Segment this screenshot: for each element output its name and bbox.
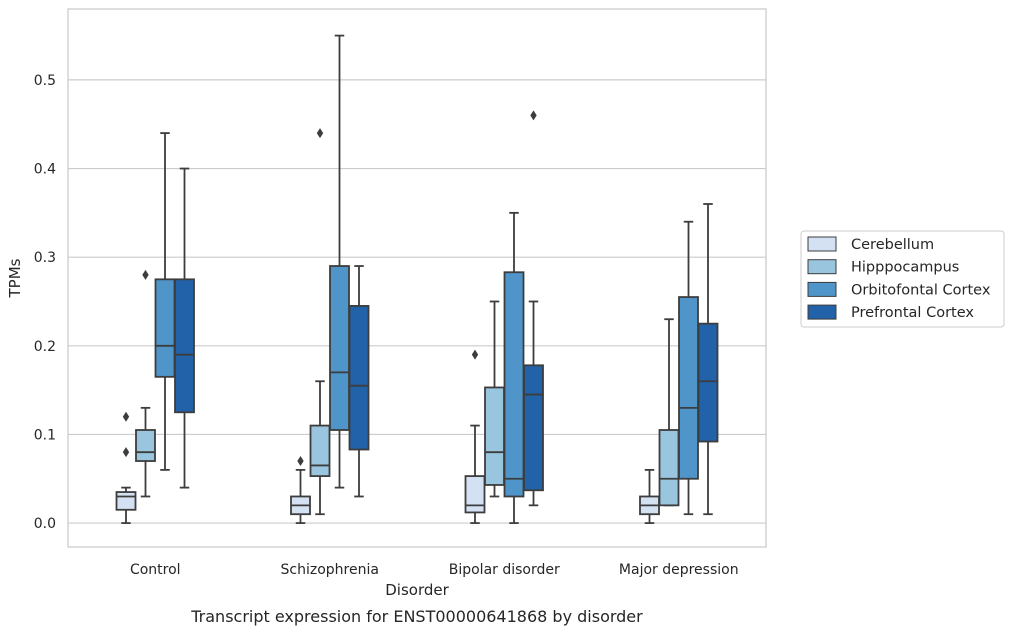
outlier-point-0: [122, 447, 130, 458]
outlier-point-0: [530, 110, 537, 121]
x-tick-schizophrenia: Schizophrenia: [281, 562, 379, 578]
box-body: [309, 424, 331, 477]
box-prefrontal-cortex-3: [697, 203, 719, 516]
legend-label: Orbitofontal Cortex: [851, 282, 991, 298]
box-prefrontal-cortex-1: [348, 265, 370, 498]
box-groups: [115, 34, 719, 524]
outlier-point-0: [471, 349, 479, 360]
legend-item-prefrontal-cortex: Prefrontal Cortex: [807, 304, 974, 321]
legend-label: Hipppocampus: [851, 260, 959, 276]
box-orbitofontal-cortex-0: [154, 132, 176, 471]
box-hipppocampus-1: [309, 128, 331, 516]
legend-swatch: [807, 281, 837, 297]
legend: Cerebellum Hipppocampus Orbitofontal Corte…: [800, 230, 1005, 328]
x-tick-labels: Control Schizophrenia Bipolar disorder Majo…: [130, 562, 739, 578]
series-cerebellum: [115, 349, 660, 524]
y-tick-0.2: 0.2: [34, 339, 56, 355]
x-axis-label: Disorder: [385, 581, 449, 599]
legend-swatch: [807, 236, 837, 252]
y-tick-0.3: 0.3: [34, 250, 56, 266]
outlier-point-0: [316, 128, 324, 139]
legend-item-cerebellum: Cerebellum: [807, 236, 934, 253]
outlier-point-0: [297, 456, 304, 467]
legend-swatch: [807, 304, 837, 320]
box-hipppocampus-3: [658, 318, 680, 507]
y-tick-0.5: 0.5: [34, 73, 56, 89]
y-tick-0.0: 0.0: [34, 516, 56, 532]
legend-frame: [800, 230, 1005, 328]
y-tick-0.4: 0.4: [34, 162, 56, 178]
box-body: [484, 386, 505, 486]
outlier-point-0: [142, 269, 149, 280]
box-body: [503, 271, 525, 498]
outlier-point-1: [122, 411, 130, 422]
box-body: [329, 265, 350, 431]
x-tick-control: Control: [130, 562, 181, 578]
box-body: [348, 305, 370, 451]
box-cerebellum-1: [290, 456, 311, 524]
box-body: [135, 429, 156, 462]
box-hipppocampus-2: [484, 300, 505, 498]
box-body: [154, 278, 176, 378]
series-prefrontal-cortex: [174, 110, 719, 516]
x-tick-bipolar-disorder: Bipolar disorder: [449, 562, 560, 578]
box-body: [174, 278, 195, 414]
box-prefrontal-cortex-2: [523, 110, 544, 507]
series-hipppocampus: [135, 128, 680, 516]
box-body: [115, 491, 137, 511]
box-hipppocampus-0: [135, 269, 156, 498]
box-cerebellum-2: [464, 349, 486, 524]
legend-item-orbitofontal-cortex: Orbitofontal Cortex: [807, 281, 991, 298]
box-body: [523, 364, 544, 492]
box-prefrontal-cortex-0: [174, 167, 195, 489]
y-tick-labels: 0.0 0.1 0.2 0.3 0.4 0.5: [34, 73, 56, 532]
legend-label: Prefrontal Cortex: [851, 305, 974, 321]
box-cerebellum-0: [115, 411, 137, 524]
legend-item-hipppocampus: Hipppocampus: [807, 259, 959, 276]
box-body: [697, 322, 719, 443]
plot-frame: [67, 8, 767, 548]
box-body: [464, 475, 486, 514]
x-tick-major-depression: Major depression: [619, 562, 739, 578]
legend-swatch: [807, 259, 837, 275]
legend-label: Cerebellum: [851, 237, 934, 253]
box-body: [658, 429, 680, 507]
y-tick-0.1: 0.1: [34, 427, 56, 443]
chart-caption: Transcript expression for ENST0000064186…: [190, 607, 643, 626]
y-axis-label: TPMs: [6, 258, 24, 298]
box-body: [678, 296, 699, 480]
